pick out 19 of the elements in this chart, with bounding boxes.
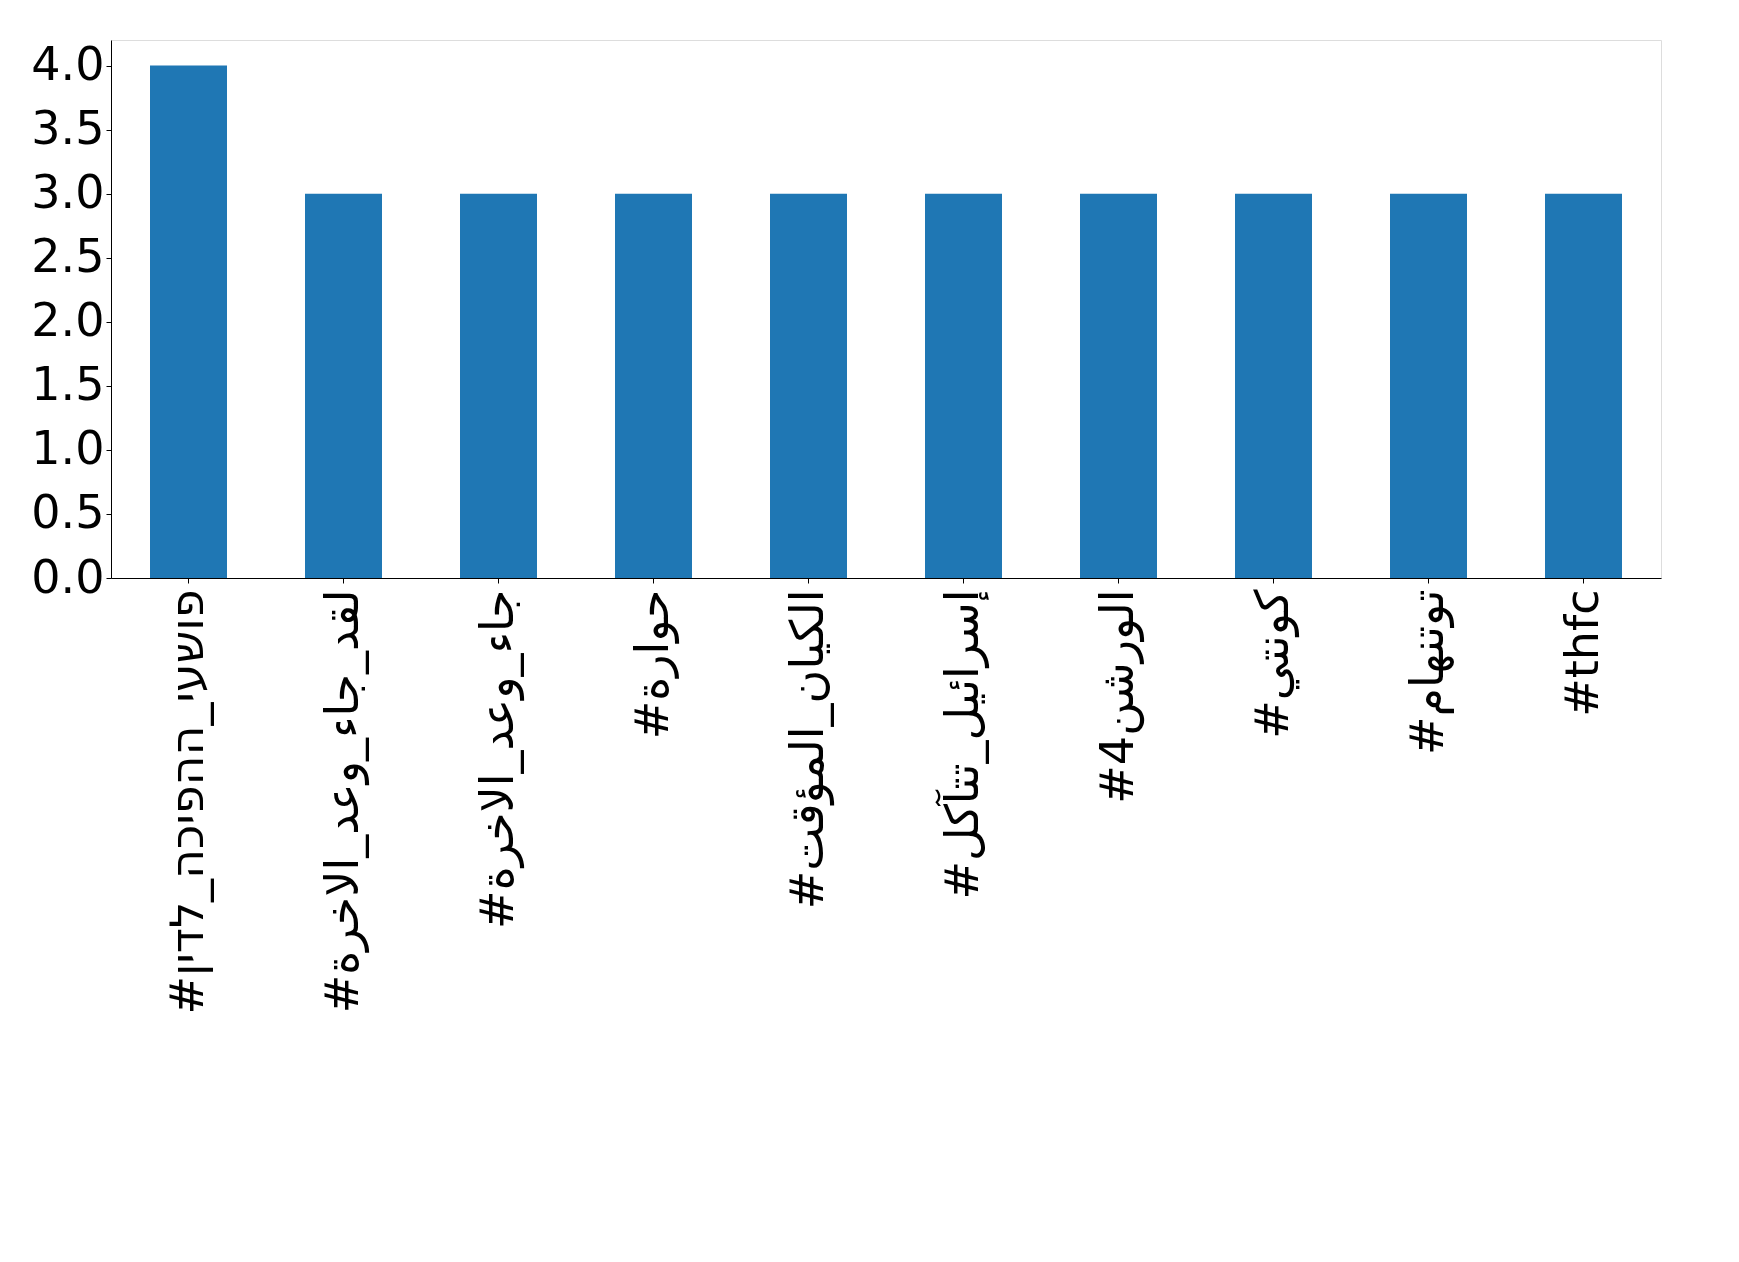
x-tick-label: #حوارة [624, 589, 680, 740]
y-tick-label: 1.5 [31, 357, 105, 412]
y-tick-label: 3.5 [31, 101, 105, 156]
x-tick-label: #لقد_جاء_وعد_الاخرة [314, 589, 370, 1014]
y-tick-label: 4.0 [31, 37, 105, 92]
y-tick-label: 0.5 [31, 485, 105, 540]
x-tick-label: #פושעי_ההפיכה_לדין [159, 589, 214, 1015]
x-tick-label: #إسرائيل_تتآكل [934, 589, 990, 900]
x-tick-label: #thfc [1554, 589, 1609, 717]
y-tick-label: 2.0 [31, 293, 105, 348]
x-tick-label: #توتنهام [1399, 589, 1455, 755]
x-tick-label: #كونتي [1244, 589, 1300, 739]
y-tick-label: 3.0 [31, 165, 105, 220]
x-tick-label: #الورشن4 [1089, 589, 1145, 804]
y-tick-label: 0.0 [31, 549, 105, 604]
y-tick-label: 2.5 [31, 229, 105, 284]
x-tick-label: #جاء_وعد_الاخرة [469, 589, 525, 929]
y-tick-label: 1.0 [31, 421, 105, 476]
x-tick-label: #الكيان_المؤقت [779, 589, 835, 910]
